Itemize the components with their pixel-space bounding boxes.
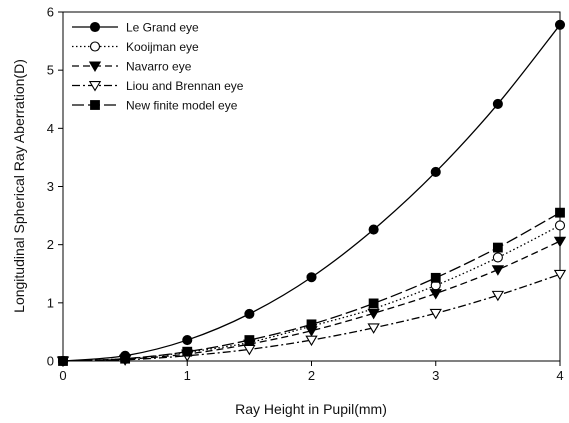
data-point (492, 242, 503, 253)
x-axis-title: Ray Height in Pupil(mm) (235, 401, 387, 417)
y-tick-label: 1 (47, 295, 54, 310)
legend-label: Kooijman eye (126, 40, 199, 54)
data-point (429, 308, 442, 320)
series-line (62, 212, 561, 362)
y-tick-label: 0 (47, 354, 54, 369)
legend-label: Le Grand eye (126, 21, 199, 35)
data-point (182, 335, 193, 346)
legend-marker (88, 61, 102, 73)
data-point (305, 335, 318, 347)
x-tick-label: 1 (184, 368, 191, 383)
x-axis-ticks: 0 1 2 3 4 (59, 361, 564, 383)
series (58, 207, 565, 366)
legend-label: Liou and Brennan eye (126, 79, 244, 93)
data-point (58, 356, 68, 366)
data-point (368, 224, 379, 235)
data-point (244, 308, 255, 319)
series-line (62, 24, 561, 362)
data-point (367, 323, 380, 334)
data-point (430, 272, 441, 283)
legend-marker (89, 21, 101, 33)
data-point (367, 308, 380, 320)
series-line (62, 240, 561, 362)
y-tick-label: 6 (47, 5, 54, 20)
y-axis-title: Longitudinal Spherical Ray Aberration(D) (11, 59, 27, 313)
series-layer (56, 19, 567, 368)
y-tick-label: 2 (47, 237, 54, 252)
data-point (553, 269, 567, 281)
data-point (306, 272, 317, 283)
data-point (120, 353, 131, 364)
legend-marker (90, 100, 100, 110)
data-point (554, 220, 566, 231)
data-point (306, 319, 317, 330)
data-point (491, 290, 505, 302)
data-point (554, 19, 566, 30)
x-tick-label: 3 (432, 368, 439, 383)
data-point (244, 335, 255, 345)
data-point (555, 207, 565, 218)
data-point (430, 166, 441, 178)
y-tick-label: 3 (47, 179, 54, 194)
y-tick-label: 5 (47, 63, 54, 78)
legend-label: Navarro eye (126, 60, 192, 74)
y-tick-label: 4 (47, 121, 54, 136)
data-point (553, 236, 567, 248)
data-point (182, 346, 193, 357)
data-point (492, 98, 503, 109)
legend: Le Grand eye Kooijman eye Navarro eye Liou … (65, 14, 275, 116)
data-point (492, 252, 503, 263)
x-tick-label: 4 (556, 368, 563, 383)
data-point (429, 289, 442, 300)
x-tick-label: 2 (308, 368, 315, 383)
legend-marker (88, 81, 102, 92)
data-point (491, 265, 505, 276)
series-line (62, 273, 561, 362)
x-tick-label: 0 (59, 368, 66, 383)
y-axis-ticks: 0 1 2 3 4 5 6 (47, 5, 63, 369)
legend-label: New finite model eye (126, 99, 238, 113)
data-point (243, 344, 256, 356)
legend-box (65, 14, 275, 116)
legend-marker (89, 41, 101, 52)
data-point (368, 298, 379, 309)
